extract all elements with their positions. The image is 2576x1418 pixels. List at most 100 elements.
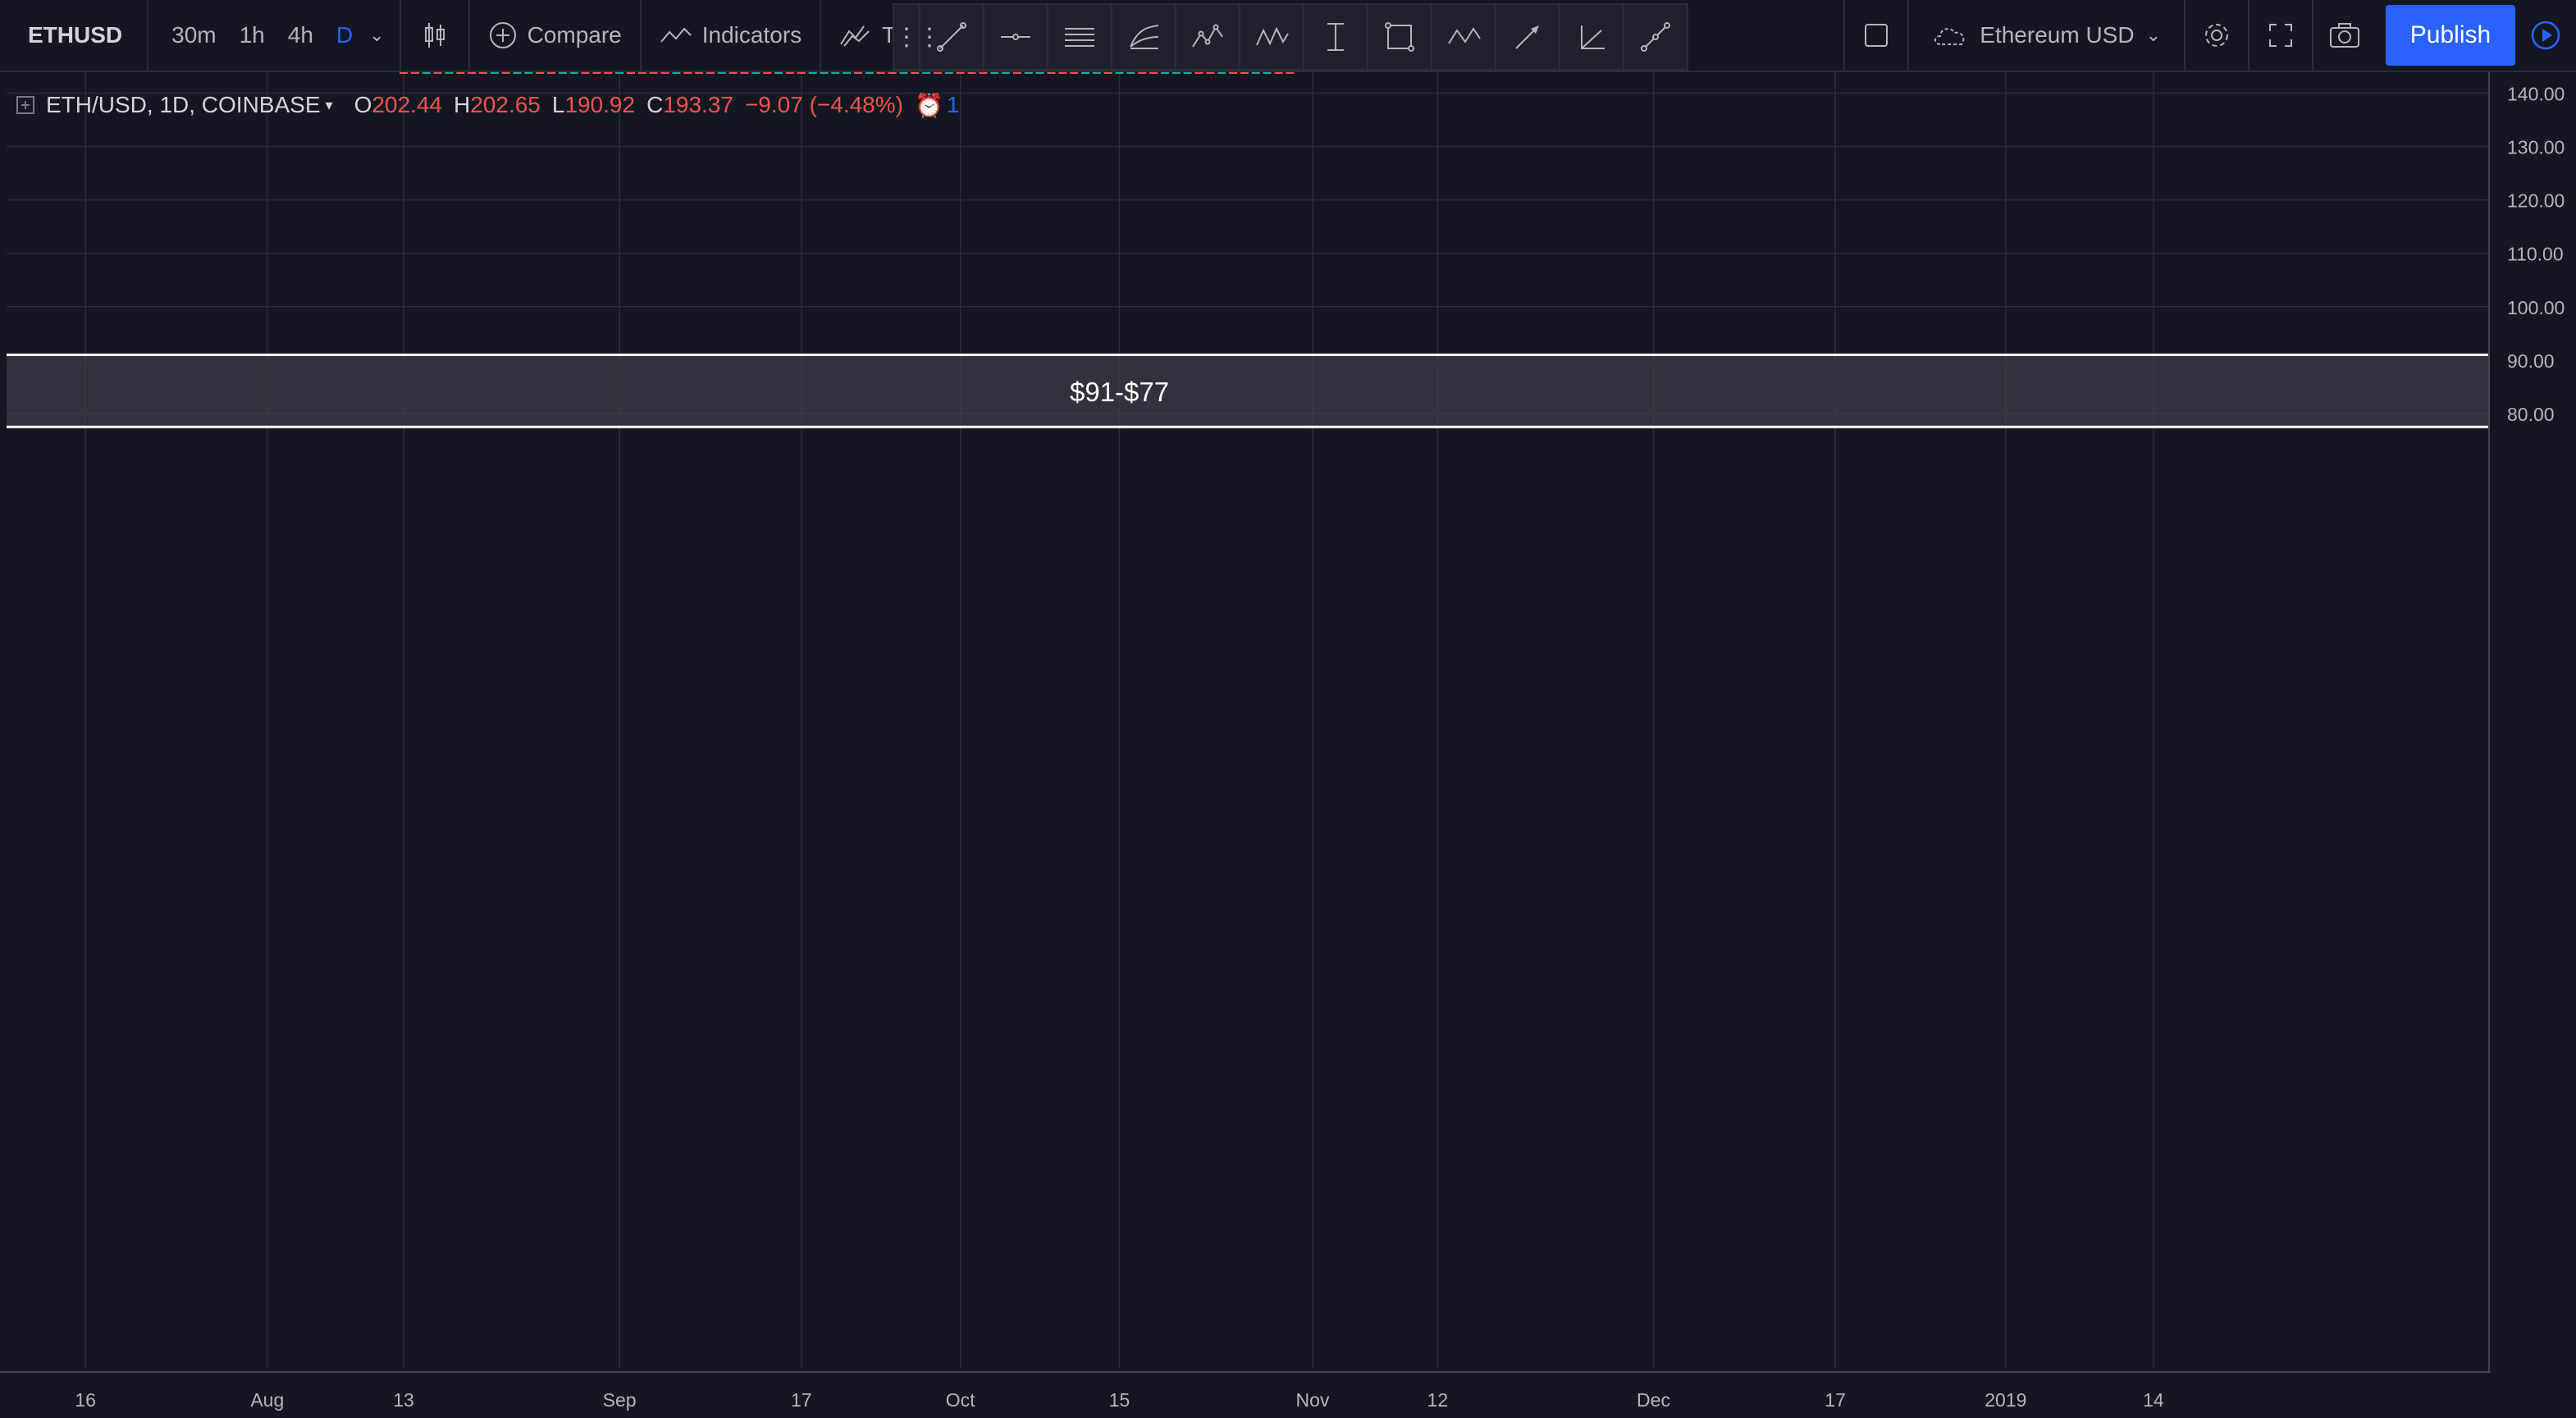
ruler-tool[interactable] [1623, 5, 1687, 69]
horizontal-line-tool[interactable] [983, 5, 1047, 69]
cloud-icon [1934, 28, 1965, 45]
timeframe-4h[interactable]: 4h [287, 22, 313, 48]
price-chart[interactable]: $285-$302$220-$238$196-$178$159-$155👆$91… [0, 72, 2576, 1418]
candle-body [1286, 72, 1295, 74]
collapse-icon[interactable] [16, 96, 34, 114]
candle-body [865, 72, 874, 74]
y-tick-label: 140.00 [2507, 83, 2565, 104]
x-tick-label: 17 [1825, 1389, 1846, 1411]
snapshot-button[interactable] [2312, 0, 2376, 71]
candle-body [536, 72, 545, 74]
xabcd-pattern-tool[interactable] [1431, 5, 1495, 69]
candle-body [774, 72, 783, 74]
timeframe-dropdown[interactable]: ⌄ [364, 0, 401, 71]
candle-body [876, 72, 885, 74]
candle-body [1092, 72, 1101, 74]
candle-body [1240, 72, 1249, 74]
candle-body [1251, 72, 1260, 74]
timeframe-30m[interactable]: 30m [171, 22, 217, 48]
chevron-down-icon: ⌄ [2145, 25, 2161, 45]
candle-body [615, 72, 624, 74]
low-value: 190.92 [564, 92, 636, 117]
timeframe-1h[interactable]: 1h [239, 22, 265, 48]
high-value: 202.65 [470, 92, 541, 117]
top-toolbar: ETHUSD 30m 1h 4h D ⌄ Compare [0, 0, 2576, 72]
wave-icon [1192, 24, 1223, 48]
candle-body [854, 72, 862, 74]
open-value: 202.44 [372, 92, 442, 117]
camera-icon [2330, 23, 2359, 48]
x-tick-label: 15 [1109, 1389, 1130, 1411]
price-range-tool[interactable] [1303, 5, 1367, 69]
compare-label: Compare [527, 22, 622, 48]
alerts-count: 1 [946, 92, 960, 117]
chart-type-button[interactable] [401, 0, 470, 71]
candle-body [751, 72, 760, 74]
candle-body [740, 72, 749, 74]
x-tick-label: 13 [393, 1389, 414, 1411]
x-tick-label: 16 [75, 1389, 96, 1411]
candle-body [911, 72, 920, 74]
x-tick-label: Oct [946, 1389, 975, 1411]
trend-line-tool[interactable] [919, 5, 983, 69]
candle-body [410, 72, 419, 74]
candle-body [1194, 72, 1204, 74]
candle-body [1070, 72, 1079, 74]
candle-body [1229, 72, 1238, 74]
candle-body [956, 72, 965, 74]
candle-body [944, 72, 953, 74]
candle-body [513, 72, 522, 74]
elliott-wave-tool[interactable] [1175, 5, 1239, 69]
candle-body [1103, 72, 1112, 74]
angle-tool[interactable] [1559, 5, 1623, 69]
timeframe-1d[interactable]: D [336, 22, 354, 48]
compare-button[interactable]: Compare [470, 0, 642, 71]
price-range-icon [1327, 23, 1344, 51]
settings-button[interactable] [2184, 0, 2248, 71]
indicators-button[interactable]: Indicators [642, 0, 822, 71]
x-tick-label: Nov [1296, 1389, 1330, 1411]
publish-video-button[interactable] [2515, 5, 2576, 66]
play-circle-icon [2531, 21, 2560, 50]
x-tick-label: Dec [1637, 1389, 1670, 1411]
candle-body [1206, 72, 1215, 74]
rectangle-tool[interactable] [1367, 5, 1431, 69]
low-label: L [551, 92, 565, 117]
candle-body [797, 72, 806, 74]
publish-button[interactable]: Publish [2386, 5, 2515, 66]
candle-body [649, 72, 658, 74]
candle-body [433, 72, 442, 74]
alarm-clock-icon[interactable]: ⏰ [914, 92, 943, 118]
pitchfork-icon [1130, 25, 1159, 49]
parallel-channel-tool[interactable] [1047, 5, 1111, 69]
candle-body [1149, 72, 1158, 74]
chevron-down-icon[interactable]: ▾ [325, 96, 333, 113]
x-tick-label: Aug [250, 1389, 284, 1411]
abcd-pattern-tool[interactable] [1239, 5, 1303, 69]
candle-body [592, 72, 601, 74]
candle-body [468, 72, 477, 74]
candle-body [637, 72, 646, 74]
candle-body [1172, 72, 1181, 74]
comparison-symbol[interactable]: Ethereum USD ⌄ [1907, 0, 2184, 71]
arrow-tool[interactable] [1495, 5, 1559, 69]
select-box-button[interactable] [1843, 0, 1907, 71]
candle-body [899, 72, 908, 74]
xabcd-icon [1448, 27, 1481, 44]
indicators-icon [660, 27, 692, 43]
pitchfork-tool[interactable] [1111, 5, 1175, 69]
symbol-search[interactable]: ETHUSD [0, 0, 149, 71]
candle-body [1274, 72, 1283, 74]
ruler-icon [1641, 22, 1670, 52]
chart-legend: ETH/USD, 1D, COINBASE ▾ O202.44 H202.65 … [16, 89, 959, 121]
drag-handle-icon[interactable]: ⋮⋮ [894, 23, 942, 51]
candle-body [695, 72, 704, 74]
legend-title[interactable]: ETH/USD, 1D, COINBASE [46, 92, 321, 117]
x-tick-label: 12 [1427, 1389, 1449, 1411]
fullscreen-button[interactable] [2248, 0, 2312, 71]
fullscreen-icon [2269, 24, 2292, 47]
candle-body [490, 72, 499, 74]
trend-line-icon [937, 22, 966, 52]
x-tick-label: 14 [2143, 1389, 2164, 1411]
y-tick-label: 100.00 [2507, 297, 2565, 318]
